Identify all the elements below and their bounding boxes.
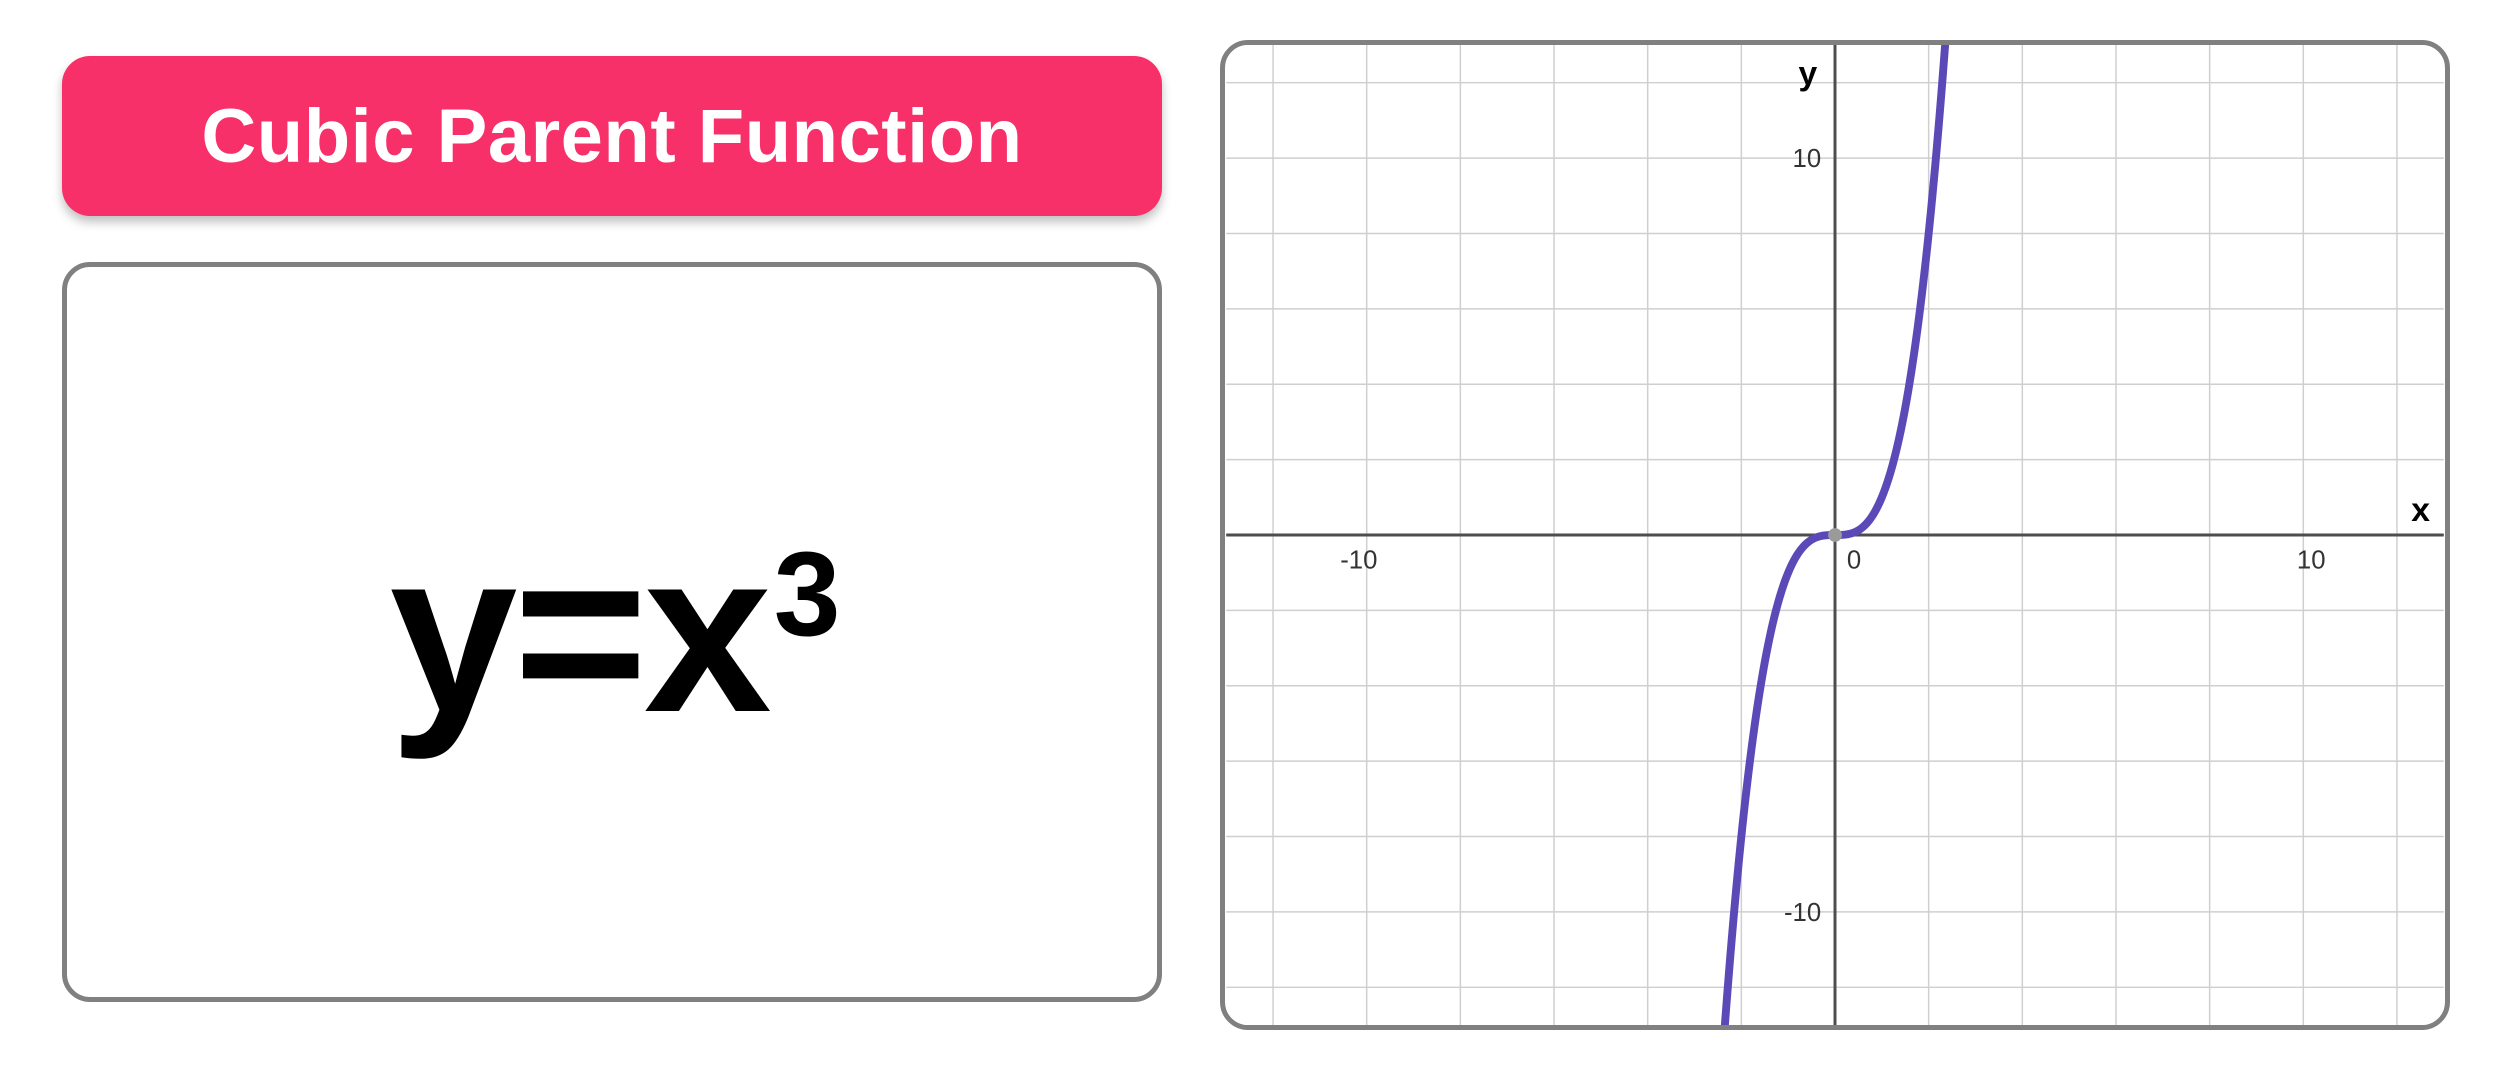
svg-text:y: y (1798, 56, 1817, 93)
cubic-graph: -10 0 10 -10 10 x y (1225, 45, 2445, 1025)
formula-box: y=x3 (62, 262, 1162, 1002)
svg-text:0: 0 (1847, 547, 1861, 575)
cubic-formula: y=x3 (390, 517, 835, 747)
svg-text:x: x (2411, 492, 2430, 529)
svg-text:10: 10 (2297, 547, 2326, 575)
svg-text:-10: -10 (1340, 547, 1377, 575)
graph-box: -10 0 10 -10 10 x y (1220, 40, 2450, 1030)
formula-exponent: 3 (774, 527, 841, 661)
svg-text:-10: -10 (1784, 899, 1821, 927)
title-text: Cubic Parent Function (201, 93, 1022, 180)
formula-base: y=x (390, 503, 768, 760)
title-bar: Cubic Parent Function (62, 56, 1162, 216)
svg-text:10: 10 (1793, 145, 1822, 173)
